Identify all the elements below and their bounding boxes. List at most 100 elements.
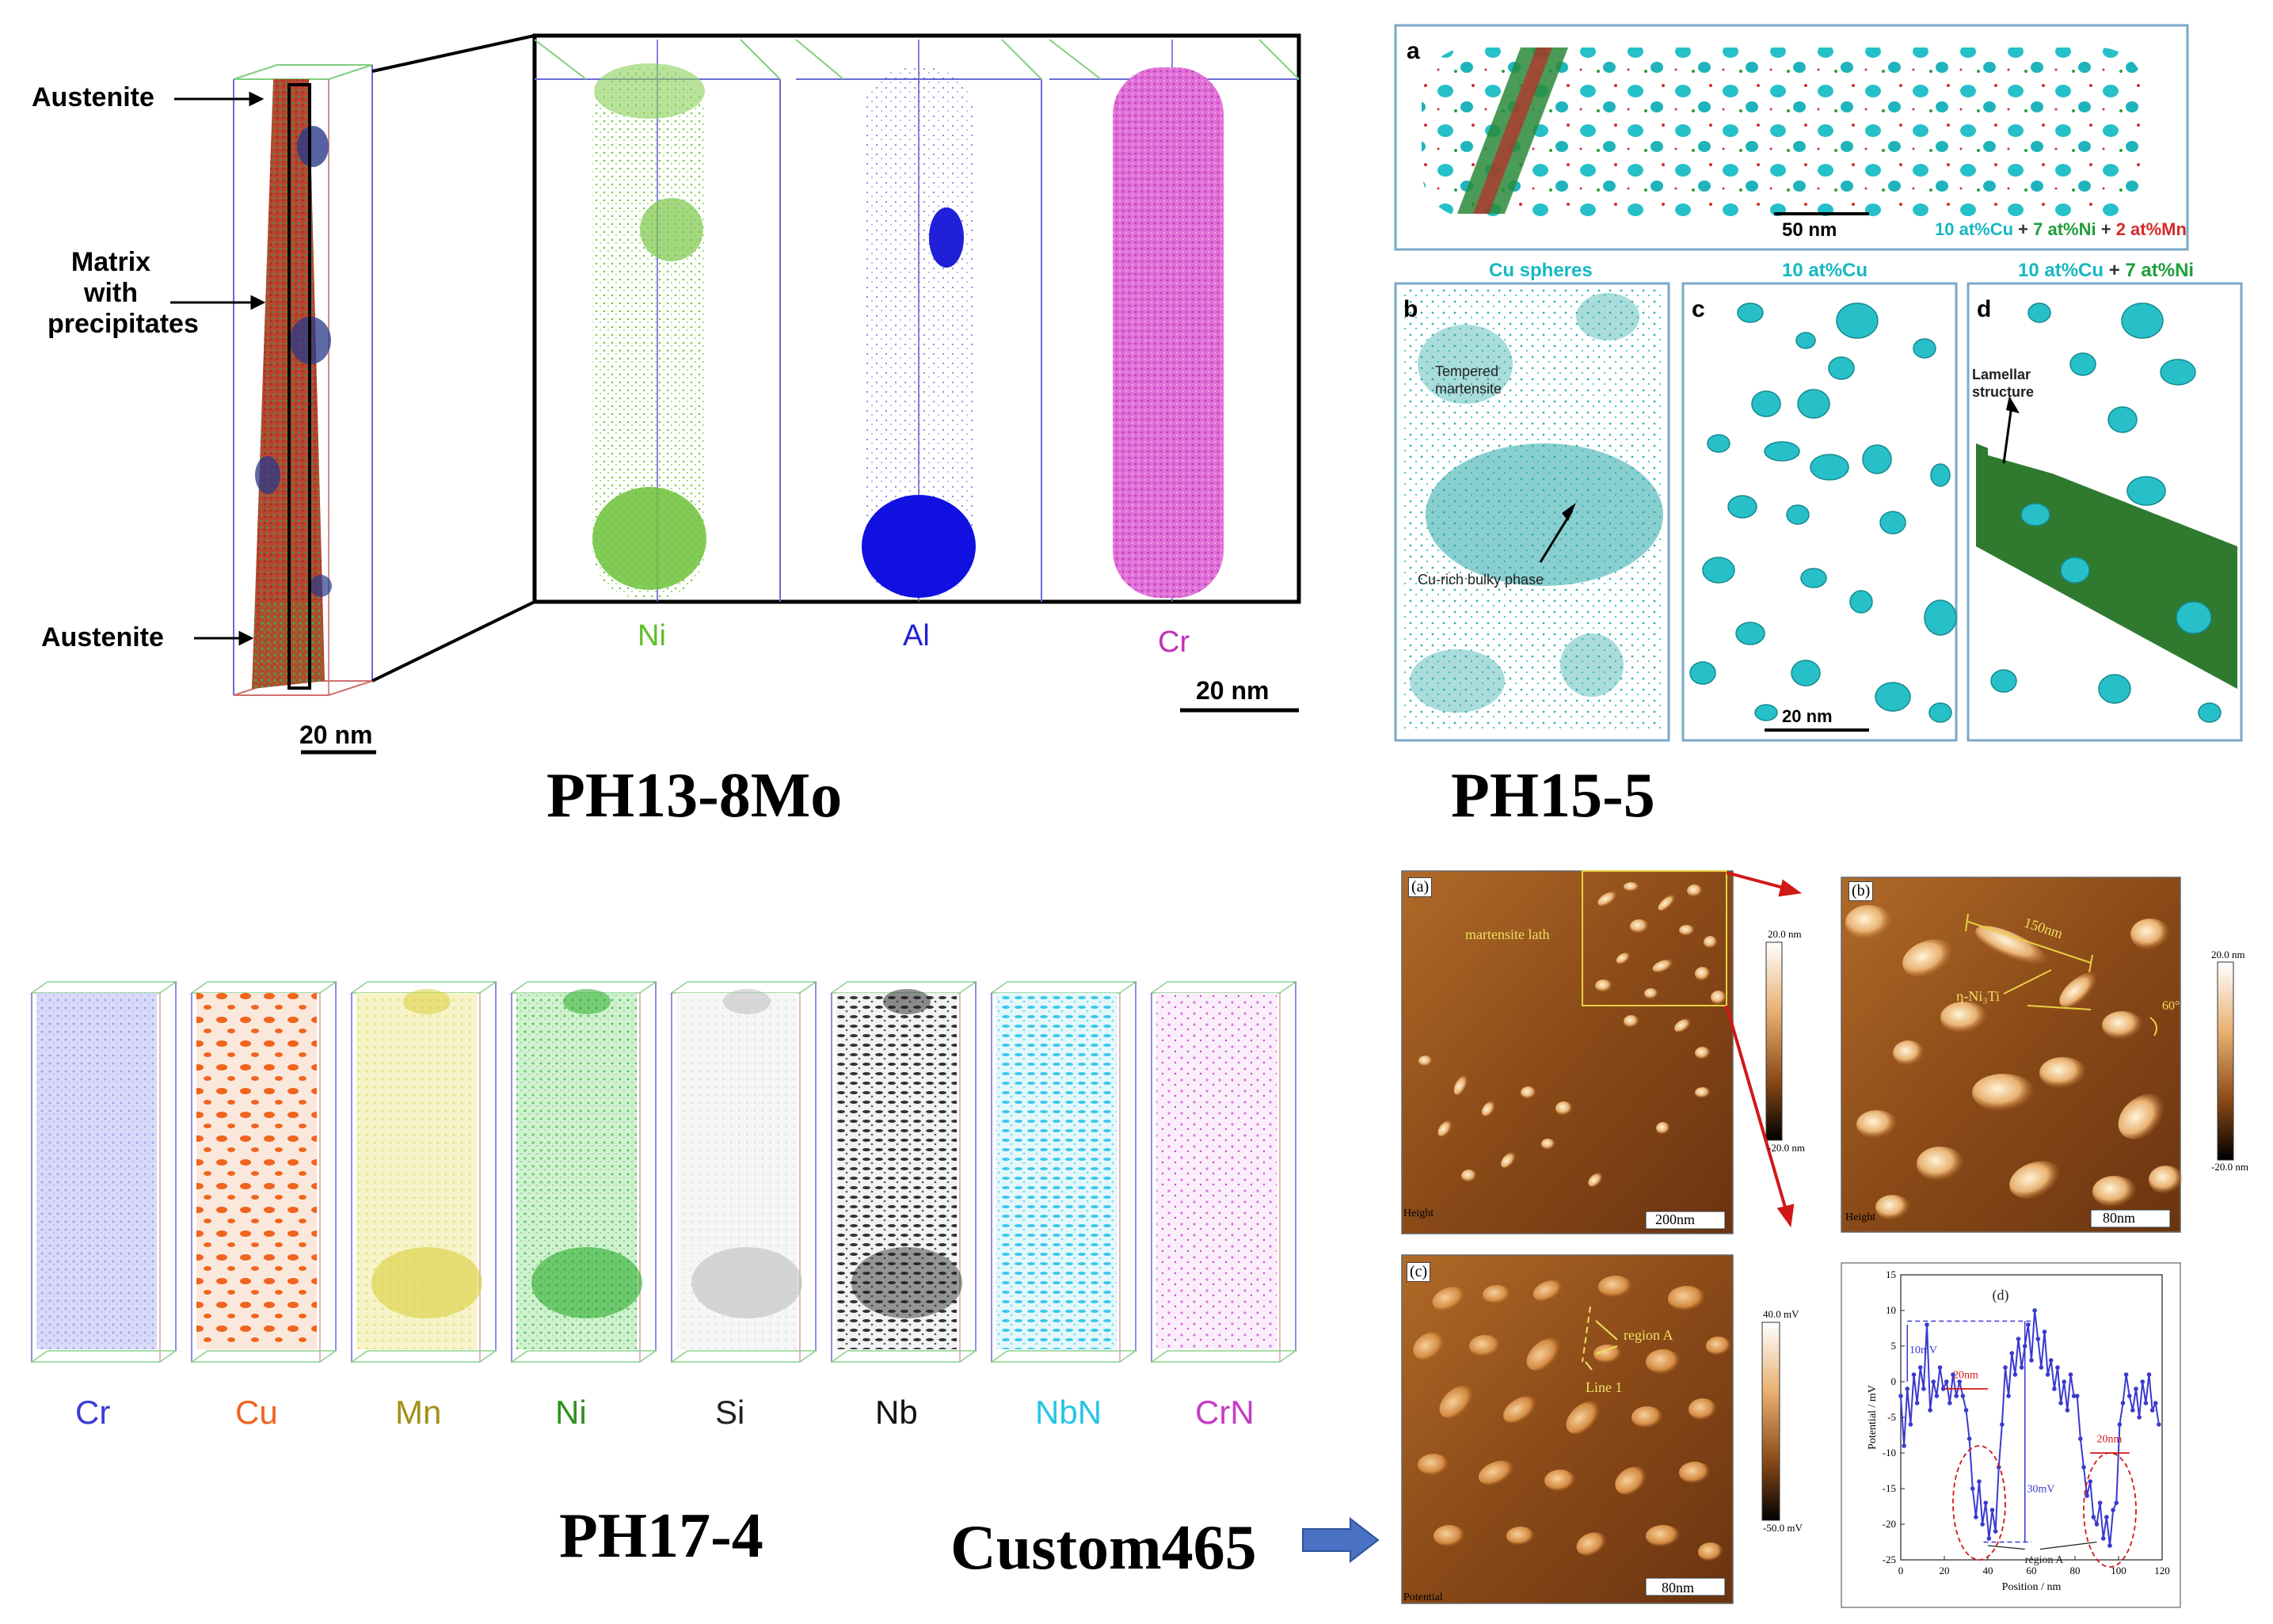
afm-panel-a [1401, 870, 1734, 1234]
panel-b-annotations [1965, 913, 2158, 1036]
precipitate-blob [1652, 959, 1674, 973]
data-point [2085, 1493, 2089, 1498]
data-point [2039, 1365, 2044, 1370]
precipitate-blob [1597, 891, 1618, 907]
data-point [1898, 1394, 1903, 1398]
element-map-ni [509, 981, 658, 1363]
precipitate-blob [1658, 894, 1677, 911]
data-point [2094, 1522, 2100, 1527]
data-point [2097, 1500, 2103, 1505]
y-tick-label: -15 [1883, 1482, 1896, 1494]
panel-a-letter: a [1407, 38, 1420, 64]
colorbar-c [1761, 1322, 1780, 1521]
data-point [2062, 1379, 2067, 1384]
data-point [2000, 1422, 2005, 1427]
cbar-b-top: 20.0 nm [2211, 949, 2245, 960]
element-label-cr: Cr [1158, 626, 1190, 659]
potential-blob [1631, 1406, 1663, 1428]
section-title-ph13: PH13-8Mo [546, 761, 843, 831]
data-point [2006, 1394, 2011, 1398]
y-axis-label: Potential / mV [1867, 1385, 1879, 1450]
data-point [2146, 1372, 2152, 1377]
element-label-cu: Cu [235, 1394, 278, 1431]
panel-c-letter: c [1692, 296, 1705, 322]
custom465-arrow [1302, 1516, 1380, 1564]
data-point [2012, 1372, 2018, 1377]
element-map-nb [829, 981, 978, 1363]
element-map-crn [1149, 981, 1298, 1363]
cbar-c-bottom: -50.0 mV [1763, 1522, 1803, 1534]
precipitate-blob [1541, 1139, 1555, 1150]
panel-d-title: 10 at%Cu + 7 at%Ni [2018, 260, 2194, 282]
data-point [1908, 1422, 1913, 1427]
panel-d-title-cu: 10 at%Cu [2018, 260, 2104, 281]
data-point [1974, 1515, 1978, 1519]
data-point [2045, 1372, 2050, 1377]
potential-blob [1679, 1462, 1711, 1484]
panel-a-scale-label: 50 nm [1782, 219, 1837, 241]
x-tick-label: 20 [1940, 1565, 1950, 1576]
data-point [2117, 1422, 2123, 1427]
precipitate-blob [1644, 988, 1658, 999]
ann-20nm-right: 20nm [2097, 1434, 2123, 1446]
precipitate-blob [1695, 1047, 1711, 1059]
cr-map [1113, 67, 1224, 598]
data-point [2091, 1515, 2096, 1519]
potential-blob [1668, 1286, 1706, 1311]
element-label-nbn: NbN [1035, 1394, 1102, 1431]
x-axis-label: Position / nm [2002, 1581, 2062, 1593]
precipitate-blob [1856, 1110, 1898, 1139]
panel-c-title: 10 at%Cu [1782, 260, 1868, 281]
section-title-custom465: Custom465 [950, 1513, 1257, 1583]
data-point [1983, 1500, 1989, 1505]
legend-ni: 7 at%Ni [2033, 219, 2096, 239]
selection-box [287, 83, 311, 690]
x-tick-label: 80 [2070, 1565, 2081, 1576]
precipitate-blob [297, 126, 329, 167]
element-label-ni: Ni [638, 619, 666, 652]
data-point [2153, 1401, 2158, 1405]
data-point [2055, 1365, 2060, 1370]
data-point [2065, 1408, 2070, 1413]
label-austenite-bottom: Austenite [41, 622, 164, 652]
data-point [2111, 1508, 2115, 1512]
potential-blob [1566, 1401, 1602, 1434]
data-point [2071, 1394, 2077, 1398]
data-point [2104, 1515, 2109, 1519]
y-tick-label: -25 [1883, 1554, 1896, 1565]
data-point [1970, 1486, 1975, 1491]
data-point [1957, 1379, 1963, 1384]
precipitate-blob [2039, 1057, 2087, 1089]
data-point [1931, 1379, 1936, 1384]
element-label-al: Al [903, 619, 930, 652]
potential-blob [1469, 1335, 1501, 1357]
precipitate-blob [1555, 1101, 1573, 1116]
data-point [2035, 1337, 2041, 1341]
data-point [2052, 1386, 2057, 1391]
scale-label-left: 20 nm [299, 721, 373, 749]
precipitate-blob [1521, 1086, 1536, 1099]
lamellar-structure-label: Lamellar structure [1972, 366, 2034, 401]
panel-c-spheres [1689, 302, 1957, 723]
data-point [1902, 1443, 1906, 1448]
region-a-label: region A [1624, 1327, 1673, 1343]
angle-60-label: 60° [2162, 999, 2180, 1013]
precipitate-blob [2092, 1176, 2137, 1208]
potential-blob [1689, 1398, 1717, 1421]
legend-plus-2: + [2096, 219, 2116, 239]
annotation-arrows [170, 91, 266, 646]
data-point [2088, 1479, 2093, 1484]
potential-blob [1413, 1332, 1446, 1360]
element-label-mn: Mn [395, 1394, 442, 1431]
ann-30mv: 30mV [2027, 1484, 2055, 1496]
data-point [2048, 1358, 2054, 1363]
panel-b-letter: b [1403, 296, 1418, 322]
precipitate-blob [1656, 1122, 1670, 1135]
label-matrix-3: precipitates [48, 309, 199, 339]
precipitate-blob [1893, 1040, 1925, 1066]
precipitate-blob [1917, 1147, 1964, 1181]
precipitate-blob [1501, 1152, 1517, 1168]
precipitate-blob [255, 456, 280, 494]
data-point [1937, 1365, 1943, 1370]
x-tick-label: 40 [1983, 1565, 1993, 1576]
